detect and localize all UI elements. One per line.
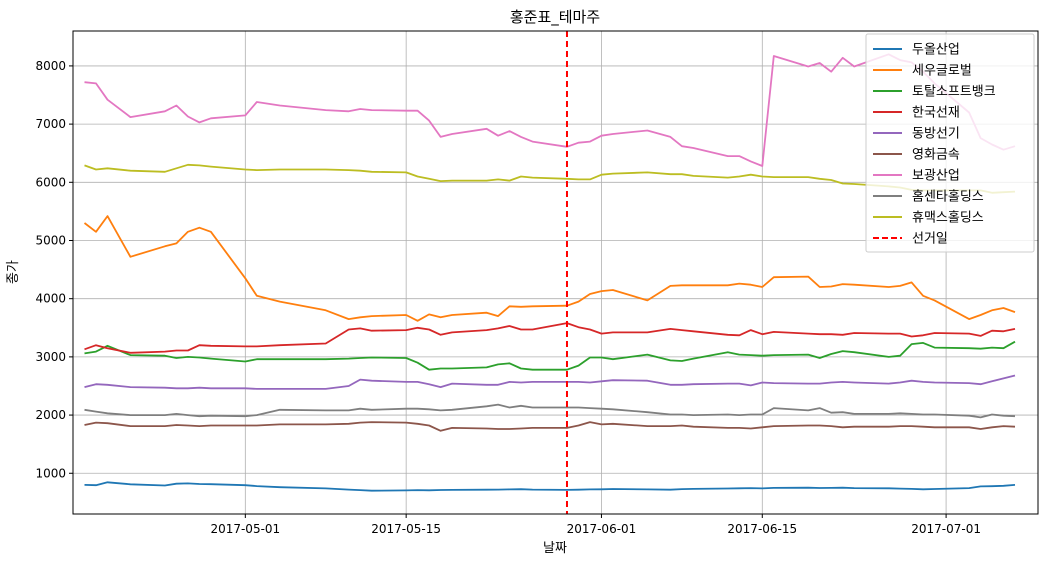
legend-label-5: 영화금속 bbox=[912, 148, 960, 163]
chart-title: 홍준표_테마주 bbox=[510, 8, 600, 27]
x-tick-label: 2017-07-01 bbox=[911, 522, 981, 536]
legend-box bbox=[865, 33, 1035, 253]
y-tick-label: 7000 bbox=[35, 117, 66, 131]
series-line-1 bbox=[83, 215, 1016, 322]
legend-label-9: 선거일 bbox=[912, 232, 948, 247]
legend: 두올산업세우글로벌토탈소프트뱅크한국선재동방선기영화금속보광산업홈센타홀딩스휴맥… bbox=[865, 33, 1035, 253]
legend-label-4: 동방선기 bbox=[912, 127, 960, 142]
legend-label-8: 휴맥스홀딩스 bbox=[912, 211, 984, 226]
y-tick-label: 2000 bbox=[35, 408, 66, 422]
y-tick-label: 3000 bbox=[35, 350, 66, 364]
legend-label-1: 세우글로벌 bbox=[912, 64, 972, 79]
y-axis-ticks: 1000 2000 3000 4000 5000 6000 7000 8000 bbox=[35, 59, 73, 480]
series-line-7 bbox=[84, 403, 1016, 419]
x-tick-label: 2017-06-01 bbox=[567, 522, 637, 536]
y-tick-label: 4000 bbox=[35, 292, 66, 306]
x-tick-label: 2017-06-15 bbox=[727, 522, 797, 536]
plot-frame bbox=[72, 30, 1039, 515]
x-tick-label: 2017-05-15 bbox=[371, 522, 441, 536]
series-line-4 bbox=[84, 374, 1016, 390]
y-axis-label: 종가 bbox=[6, 260, 21, 284]
series-line-3 bbox=[84, 322, 1016, 354]
y-tick-label: 8000 bbox=[35, 59, 66, 73]
grid-lines bbox=[73, 31, 1038, 514]
y-tick-label: 5000 bbox=[35, 233, 66, 247]
legend-label-7: 홈센타홀딩스 bbox=[912, 190, 984, 205]
x-tick-label: 2017-05-01 bbox=[210, 522, 280, 536]
legend-label-0: 두올산업 bbox=[912, 43, 960, 58]
legend-label-3: 한국선재 bbox=[912, 106, 960, 121]
x-axis-ticks: 2017-05-01 2017-05-15 2017-06-01 2017-06-15… bbox=[210, 514, 981, 536]
y-tick-label: 6000 bbox=[35, 175, 66, 189]
series-line-5 bbox=[84, 421, 1016, 432]
x-axis-label: 날짜 bbox=[543, 541, 567, 556]
y-tick-label: 1000 bbox=[35, 466, 66, 480]
series-line-2 bbox=[84, 340, 1016, 371]
legend-label-6: 보광산업 bbox=[912, 169, 960, 184]
series-line-0 bbox=[84, 481, 1016, 492]
legend-label-2: 토탈소프트뱅크 bbox=[912, 85, 996, 100]
